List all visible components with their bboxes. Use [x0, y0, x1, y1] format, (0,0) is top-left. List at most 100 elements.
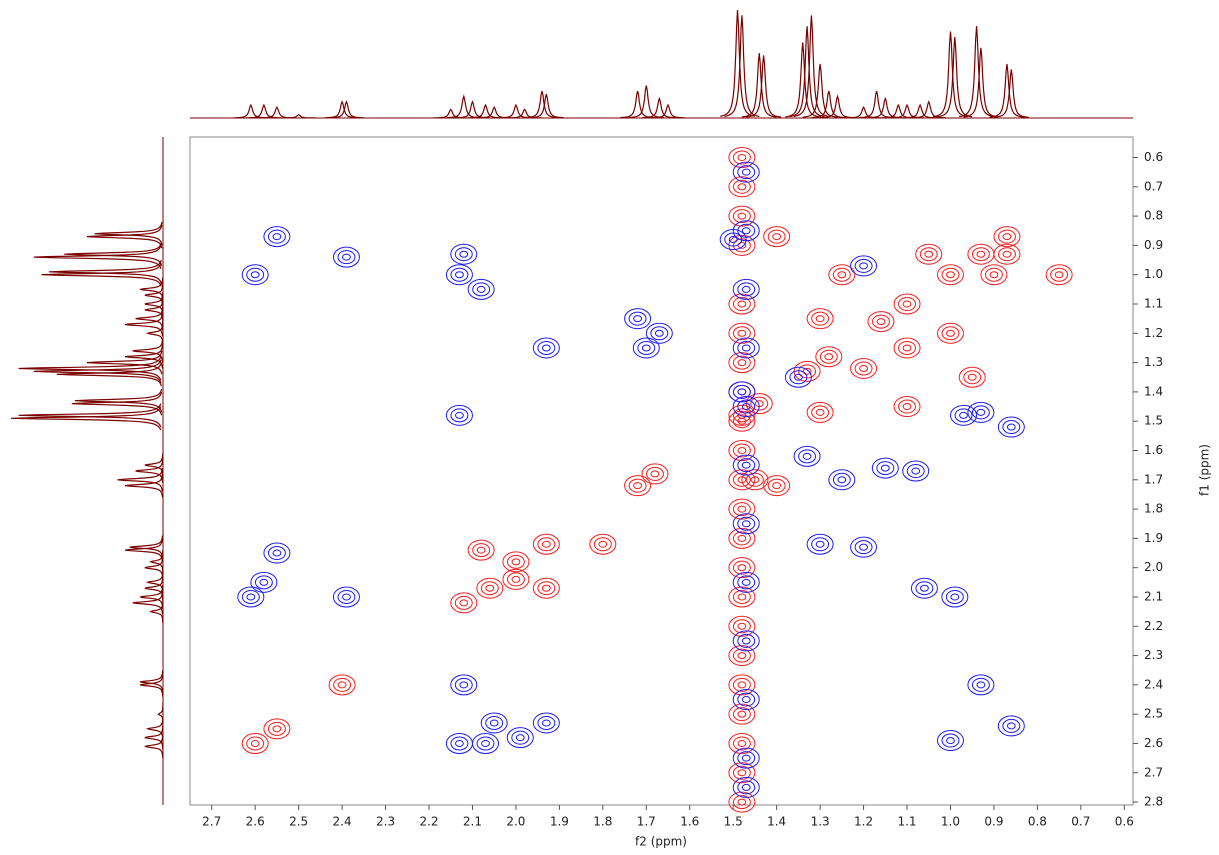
cross-peak	[454, 247, 473, 262]
cross-peak	[272, 233, 282, 241]
cross-peak	[732, 571, 760, 593]
x-tick-label: 1.5	[724, 815, 743, 829]
cross-peak	[737, 154, 747, 162]
cross-peak	[732, 689, 760, 711]
cross-peak	[737, 564, 747, 572]
cross-peak	[589, 533, 617, 555]
y-tick-label: 1.7	[1144, 472, 1163, 486]
cross-peak	[532, 712, 560, 734]
cross-peak	[741, 403, 751, 411]
cross-peak	[941, 586, 969, 608]
cross-peak	[732, 560, 751, 575]
cross-peak	[728, 645, 756, 667]
cross-peak	[728, 557, 756, 579]
x-tick-label: 2.3	[376, 815, 395, 829]
cross-peak	[541, 584, 551, 592]
cross-peak	[946, 737, 955, 745]
y-tick-label: 2.6	[1144, 736, 1163, 750]
left-projection-peak	[56, 362, 162, 387]
cross-peak	[993, 243, 1021, 265]
cross-peak	[837, 271, 847, 279]
cross-peak	[476, 736, 495, 751]
cross-peak	[750, 476, 760, 484]
x-tick-label: 1.9	[550, 815, 569, 829]
cross-peak	[946, 329, 955, 337]
cross-peak	[445, 404, 473, 426]
left-projection-peak	[135, 459, 164, 483]
cross-peak	[737, 681, 747, 689]
left-projection-peak	[148, 599, 164, 624]
cross-peak	[732, 531, 751, 546]
cross-peak	[337, 681, 347, 689]
top-projection-peak	[468, 103, 503, 119]
cross-peak	[455, 739, 464, 747]
cross-peak	[485, 715, 504, 730]
y-tick-label: 2.5	[1144, 707, 1163, 721]
cross-peak	[728, 498, 756, 520]
cross-peak	[854, 258, 873, 273]
cross-peak	[832, 472, 851, 487]
y-tick-label: 0.7	[1144, 179, 1163, 193]
cross-peak	[924, 250, 934, 258]
cross-peak	[737, 183, 747, 191]
cross-peak	[728, 674, 756, 696]
left-projection-peak	[144, 298, 164, 322]
cross-peak	[980, 264, 1008, 286]
cross-peak	[976, 681, 986, 689]
y-tick-label: 1.6	[1144, 443, 1163, 457]
cross-peak	[737, 780, 756, 795]
cross-peak	[450, 267, 469, 282]
cross-peak	[728, 381, 756, 403]
cross-peak	[915, 581, 934, 596]
x-tick-label: 2.1	[463, 815, 482, 829]
x-tick-label: 1.8	[593, 815, 612, 829]
cross-peak	[963, 370, 982, 385]
cross-peak	[263, 226, 291, 248]
cross-peak	[728, 293, 756, 315]
cross-peak	[950, 593, 960, 601]
y-tick-label: 1.0	[1144, 267, 1163, 281]
y-tick-label: 2.2	[1144, 619, 1163, 633]
cross-peak	[259, 578, 269, 586]
cross-peak	[798, 449, 817, 464]
left-projection-peak	[157, 702, 164, 726]
left-projection-peak	[94, 221, 163, 246]
cross-peak	[515, 734, 525, 742]
cross-peak	[737, 476, 747, 484]
top-projection-peak	[802, 63, 838, 118]
left-projection-peak	[144, 283, 164, 307]
left-projection-peak	[140, 277, 164, 302]
cross-peak	[737, 710, 747, 718]
cross-peak	[745, 472, 764, 487]
cross-peak	[732, 619, 751, 634]
cross-peak	[506, 554, 525, 569]
y-tick-label: 0.8	[1144, 209, 1163, 223]
cross-peak	[772, 482, 782, 490]
cross-peak	[876, 461, 895, 476]
cross-peak	[902, 460, 930, 482]
cross-peak	[732, 414, 751, 429]
cross-peak	[784, 366, 812, 388]
top-projection-peak	[993, 69, 1029, 118]
cross-peak	[472, 732, 500, 754]
cross-peak	[967, 373, 977, 381]
cross-peak	[333, 677, 352, 692]
left-projection-peak	[144, 725, 164, 750]
cross-peak	[633, 482, 642, 490]
cross-peak	[732, 589, 751, 604]
cross-peak	[650, 470, 660, 478]
cross-peak	[741, 344, 751, 352]
cross-peak	[732, 454, 760, 476]
cross-peak	[898, 399, 916, 414]
cross-peak	[641, 344, 651, 352]
cross-peak	[476, 577, 504, 599]
y-tick-label: 1.5	[1144, 414, 1163, 428]
cross-peak	[741, 520, 751, 528]
cross-peak	[811, 311, 830, 326]
cross-peak	[646, 466, 664, 481]
cross-peak	[767, 229, 786, 244]
x-tick-label: 0.9	[984, 815, 1003, 829]
cross-peak	[902, 403, 912, 411]
top-projection-peak	[989, 63, 1025, 118]
cross-peak	[936, 322, 964, 344]
